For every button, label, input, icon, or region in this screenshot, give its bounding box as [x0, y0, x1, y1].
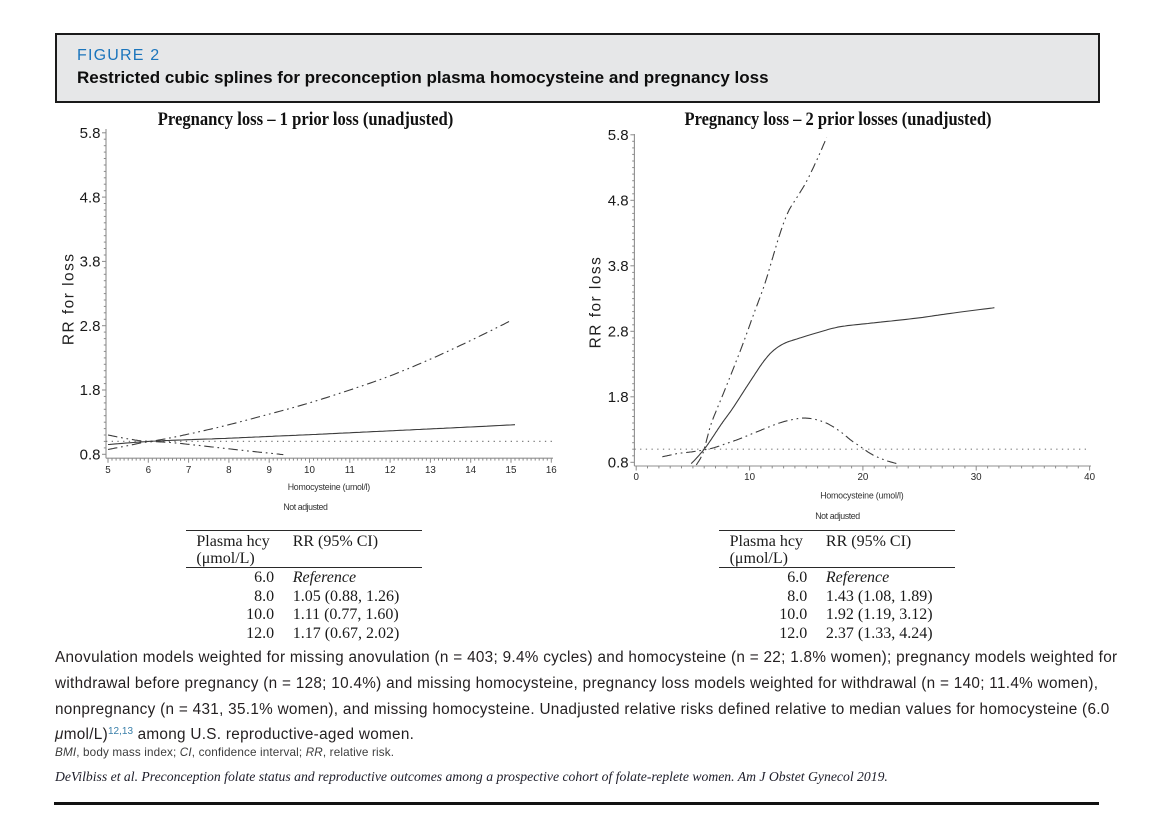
- svg-text:16: 16: [546, 465, 557, 476]
- svg-text:13: 13: [425, 465, 436, 476]
- svg-text:4.8: 4.8: [80, 189, 101, 206]
- svg-text:12: 12: [385, 465, 396, 476]
- svg-text:Not adjusted: Not adjusted: [283, 502, 328, 512]
- svg-text:2.8: 2.8: [608, 324, 629, 341]
- svg-text:5: 5: [105, 465, 111, 476]
- svg-text:Pregnancy loss – 1 prior loss: Pregnancy loss – 1 prior loss (unadjuste…: [158, 109, 454, 130]
- svg-text:20: 20: [857, 472, 868, 483]
- svg-text:0: 0: [633, 472, 639, 483]
- svg-text:10: 10: [744, 472, 755, 483]
- svg-text:Not adjusted: Not adjusted: [815, 511, 860, 521]
- svg-text:3.8: 3.8: [80, 254, 101, 271]
- svg-text:40: 40: [1084, 472, 1095, 483]
- svg-text:15: 15: [506, 465, 517, 476]
- svg-text:11: 11: [345, 465, 355, 476]
- svg-text:30: 30: [971, 472, 982, 483]
- svg-text:3.8: 3.8: [608, 258, 629, 275]
- svg-text:6: 6: [146, 465, 152, 476]
- svg-text:1.8: 1.8: [80, 382, 101, 399]
- svg-text:Homocysteine (umol/l): Homocysteine (umol/l): [288, 482, 371, 492]
- svg-text:8: 8: [226, 465, 232, 476]
- svg-text:Pregnancy loss – 2 prior losse: Pregnancy loss – 2 prior losses (unadjus…: [685, 109, 992, 130]
- svg-text:9: 9: [266, 465, 271, 476]
- svg-text:1.8: 1.8: [608, 389, 629, 406]
- svg-text:10: 10: [304, 465, 315, 476]
- svg-text:RR for loss: RR for loss: [588, 256, 605, 349]
- svg-text:7: 7: [186, 465, 191, 476]
- svg-text:0.8: 0.8: [80, 447, 101, 464]
- svg-text:5.8: 5.8: [80, 125, 101, 142]
- svg-text:4.8: 4.8: [608, 193, 629, 210]
- svg-text:14: 14: [465, 465, 476, 476]
- svg-text:0.8: 0.8: [608, 455, 629, 472]
- svg-text:Homocysteine (umol/l): Homocysteine (umol/l): [820, 490, 904, 500]
- svg-text:2.8: 2.8: [80, 318, 101, 335]
- svg-text:5.8: 5.8: [608, 127, 629, 144]
- svg-text:RR for loss: RR for loss: [61, 252, 78, 345]
